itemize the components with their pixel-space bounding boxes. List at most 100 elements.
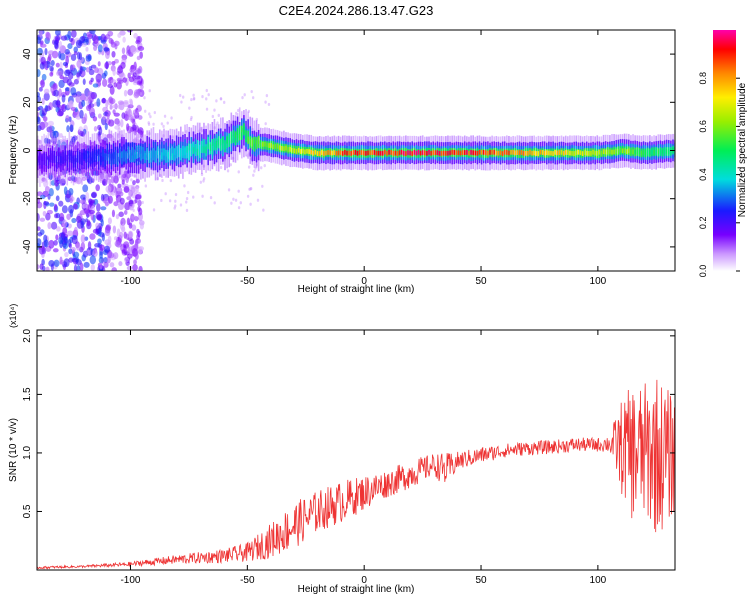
heat-cell [545,150,548,156]
heat-cell [636,149,639,155]
heat-cell [558,150,561,156]
heat-cell [91,192,97,198]
heat-cell [262,208,265,212]
heat-cell [445,150,447,156]
heat-cell [47,222,52,230]
heat-cell [148,112,151,116]
heat-cell [256,198,260,202]
heat-cell [628,148,630,154]
heat-cell [49,65,54,72]
heat-cell [243,126,245,134]
heat-cell [219,165,223,170]
heat-cell [108,153,111,161]
heat-cell [43,201,50,206]
heat-cell [426,150,428,156]
heat-cell [123,89,128,97]
heat-cell [168,199,172,203]
heat-cell [165,150,167,163]
heat-cell [112,68,116,76]
heat-cell [53,203,58,212]
heat-cell [407,150,409,156]
heat-cell [62,156,64,164]
heat-cell [489,149,491,155]
heat-cell [92,35,99,45]
heat-cell [37,47,43,56]
heat-cell [623,148,626,154]
heat-cell [211,139,214,146]
heat-cell [160,198,163,203]
heat-cell [55,30,61,36]
snr-y-axis: 0.5 1.0 1.5 2.0 [22,328,675,518]
heat-cell [48,239,55,249]
heat-cell [161,178,164,183]
heat-cell [86,219,91,227]
heat-cell [144,109,147,113]
heat-cell [280,145,283,151]
heat-cell [203,139,205,152]
heat-cell [67,230,74,237]
heat-cell [247,165,251,169]
heat-cell [61,219,68,228]
heat-cell [150,151,153,159]
heat-cell [76,60,82,68]
heat-cell [45,266,50,271]
heat-cell [306,148,308,154]
heat-cell [80,93,86,102]
heat-cell [141,200,144,205]
heat-cell [314,149,317,155]
heat-cell [611,149,613,155]
heat-cell [388,149,390,155]
heat-cell [302,148,304,154]
heat-cell [54,40,59,49]
heat-cell [363,150,365,156]
heat-cell [50,85,54,94]
heat-cell [75,39,83,49]
heat-cell [350,150,352,156]
heat-cell [375,150,378,156]
heat-cell [348,150,350,156]
heat-cell [59,52,66,61]
heat-cell [76,264,81,271]
heat-cell [316,151,319,156]
heat-cell [120,217,126,227]
heat-cell [73,226,78,236]
x-tick-label: 100 [590,276,607,287]
heat-cell [230,201,233,205]
heat-cell [144,152,146,160]
heat-cell [61,205,68,214]
heat-cell [239,201,243,205]
heat-cell [74,157,77,165]
heat-cell [237,170,240,174]
heat-cell [247,130,249,143]
heat-cell [70,154,73,162]
heat-cell [63,258,70,267]
heat-cell [111,209,116,218]
heat-cell [59,212,65,222]
heat-cell [127,246,131,255]
heat-cell [222,137,224,150]
heat-cell [640,150,643,156]
heat-cell [101,98,107,104]
heat-cell [49,72,54,77]
heat-cell [209,144,212,151]
heat-cell [264,100,267,104]
heat-cell [634,149,636,155]
heat-cell [132,208,135,212]
heat-cell [53,240,58,246]
heat-cell [190,97,193,102]
heat-cell [638,149,641,155]
colorbar-tick-label: 0.6 [698,120,708,133]
heat-cell [512,149,514,155]
heat-cell [97,238,102,245]
heat-cell [137,45,145,51]
heat-cell [88,198,93,205]
heat-cell [152,122,155,126]
heat-cell [219,97,223,101]
heat-cell [97,61,101,67]
heat-cell [236,108,240,113]
heat-cell [630,149,632,155]
heat-cell [137,199,142,207]
heat-cell [109,262,115,268]
heat-cell [52,248,59,253]
heat-cell [413,149,416,155]
